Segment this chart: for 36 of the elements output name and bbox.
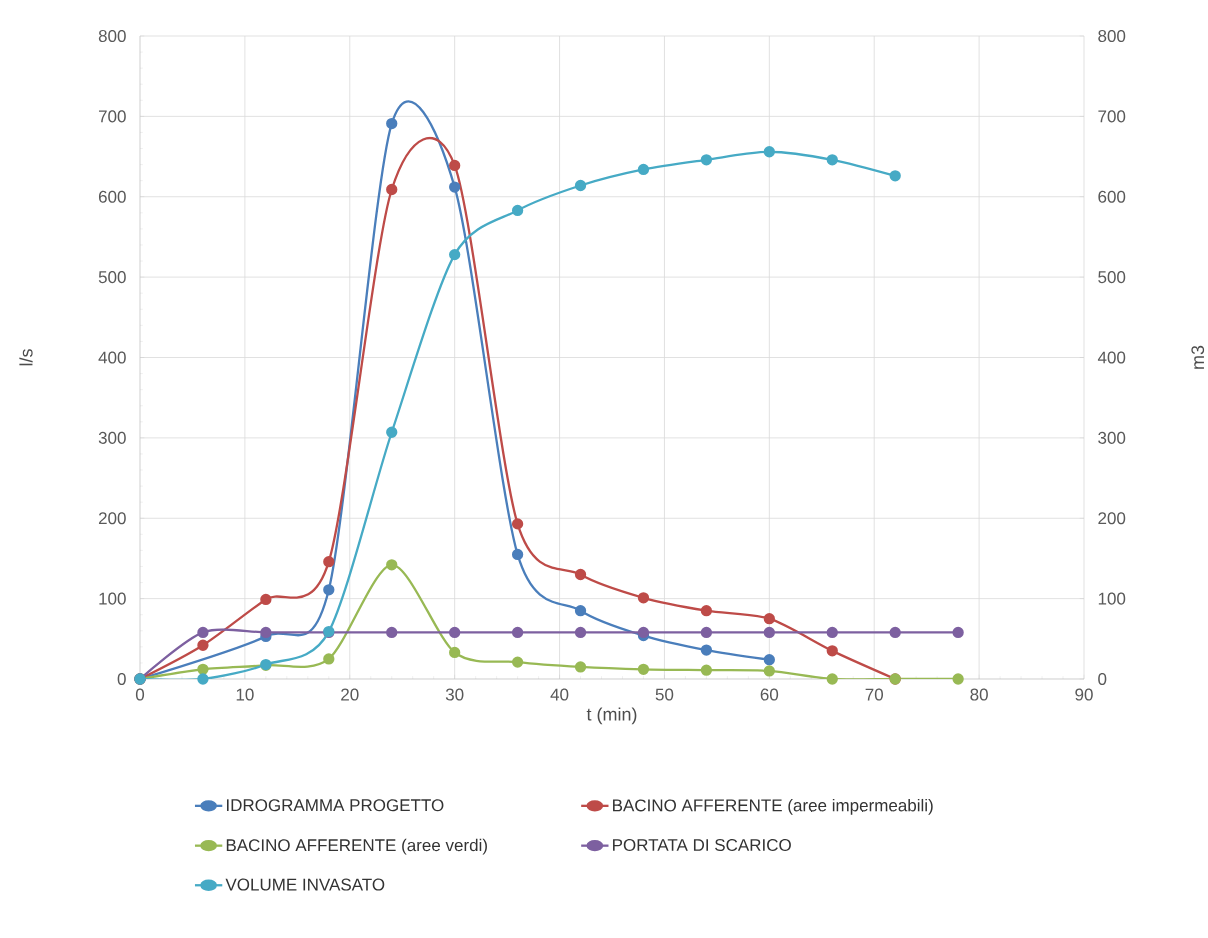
- y2-tick-label: 700: [1098, 110, 1126, 123]
- legend-label: BACINO AFFERENTE (aree verdi): [226, 838, 487, 855]
- y-tick-label: 700: [98, 110, 126, 123]
- y-tick-label: 400: [98, 351, 126, 364]
- x-tick-label: 80: [970, 688, 988, 701]
- y-axis-title: l/s: [19, 349, 33, 366]
- y-tick-label: 0: [117, 672, 126, 686]
- x-tick-label: 10: [236, 688, 254, 701]
- x-tick-label: 50: [655, 688, 674, 701]
- y-tick-label: 500: [98, 271, 126, 284]
- x-tick-label: 40: [550, 688, 569, 701]
- y2-tick-label: 400: [1097, 351, 1126, 364]
- x-tick-label: 90: [1075, 688, 1093, 701]
- x-axis-title: t (min): [586, 707, 637, 725]
- x-tick-label: 0: [135, 688, 145, 701]
- y2-tick-label: 600: [1098, 190, 1126, 203]
- y-tick-label: 800: [98, 29, 126, 43]
- legend-label: PORTATA DI SCARICO: [613, 838, 791, 852]
- y2-axis-title: m3: [1191, 345, 1205, 369]
- y-tick-label: 100: [99, 592, 126, 605]
- legend-label: VOLUME INVASATO: [225, 878, 385, 891]
- y-tick-label: 200: [98, 512, 126, 525]
- y2-tick-label: 100: [1098, 592, 1126, 605]
- y2-tick-label: 300: [1098, 431, 1126, 444]
- y2-tick-label: 0: [1098, 672, 1107, 686]
- y-tick-label: 600: [98, 190, 126, 203]
- x-tick-label: 30: [445, 688, 464, 701]
- legend-label: IDROGRAMMA PROGETTO: [227, 799, 444, 812]
- x-tick-label: 60: [760, 688, 779, 701]
- y-tick-label: 300: [98, 431, 126, 444]
- x-tick-label: 20: [341, 688, 359, 701]
- y2-tick-label: 800: [1098, 29, 1126, 43]
- x-tick-label: 70: [865, 688, 884, 701]
- y2-tick-label: 500: [1098, 271, 1126, 284]
- legend-label: BACINO AFFERENTE (aree impermeabili): [613, 798, 933, 815]
- y2-tick-label: 200: [1098, 512, 1126, 525]
